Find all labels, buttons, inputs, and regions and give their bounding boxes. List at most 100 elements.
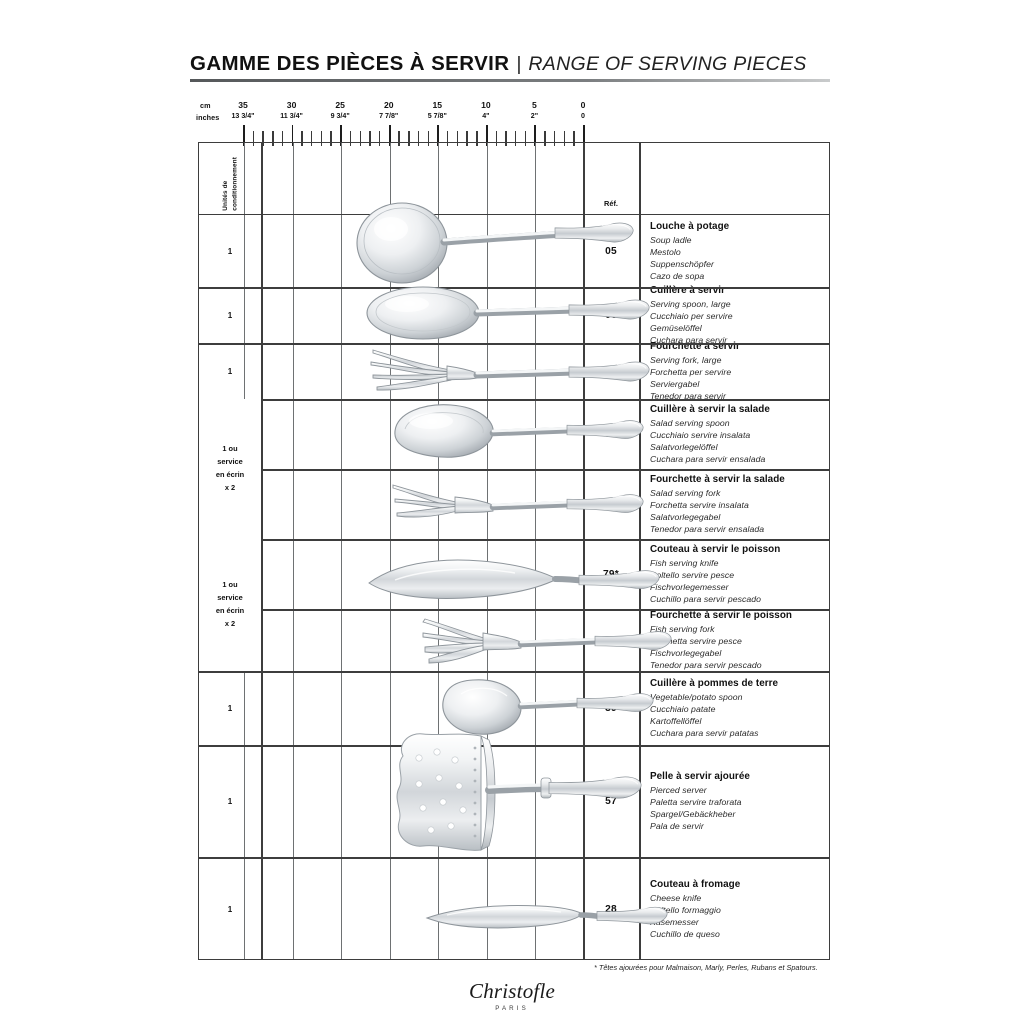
table-row[interactable]: 1 28 Couteau à fromage Cheese knife Colte xyxy=(199,857,829,961)
row-divider xyxy=(199,857,829,859)
table-row[interactable]: 83 Fourchette à servir la salade Salad ser… xyxy=(199,469,829,539)
row-reference-number: 28 xyxy=(605,903,617,915)
row-description: Fourchette à servir Serving fork, large Fo… xyxy=(639,341,829,402)
description-es: Cuchillo para servir pescado xyxy=(650,594,762,605)
ruler-minor-tick xyxy=(505,131,507,146)
brand-subtitle: PARIS xyxy=(495,1005,529,1012)
ruler-cm-tick-10: 10 xyxy=(481,100,491,110)
ruler-minor-tick xyxy=(330,131,332,146)
row-reference-number: 82 xyxy=(605,428,617,440)
description-fr: Cuillère à servir xyxy=(650,284,725,296)
serving-pieces-table: Unités de conditionnement Réf. 1 xyxy=(198,142,830,960)
grid-column-line-5cm xyxy=(535,143,537,959)
description-fr: Cuillère à servir la salade xyxy=(650,403,770,415)
ruler-cm-tick-15: 15 xyxy=(432,100,443,110)
ruler-major-tick xyxy=(534,125,537,146)
desc-column-separator xyxy=(639,143,641,959)
row-reference-number: 57 xyxy=(605,795,617,807)
description-fr: Fourchette à servir la salade xyxy=(650,473,785,485)
description-de: Spargel/Gebäckheber xyxy=(650,809,736,820)
page-title-en: RANGE OF SERVING PIECES xyxy=(528,53,807,75)
ruler-minor-tick xyxy=(272,131,274,146)
utensil-image-serving-spoon-large xyxy=(261,286,650,343)
utensil-image-salad-serving-fork xyxy=(261,469,644,539)
description-de: Suppenschöpfer xyxy=(650,259,714,270)
row-description: Couteau à servir le poisson Fish serving … xyxy=(639,539,829,609)
description-it: Cucchiaio per servire xyxy=(650,310,733,321)
table-row[interactable]: 1 06 Cuillère à servir Serving xyxy=(199,284,829,346)
ruler-minor-tick xyxy=(466,131,468,146)
ruler-minor-tick xyxy=(495,131,497,146)
description-it: Coltello servire pesce xyxy=(650,569,735,580)
row-divider xyxy=(199,609,829,611)
utensil-image-pierced-server xyxy=(261,733,642,857)
description-fr: Couteau à fromage xyxy=(650,878,741,890)
ruler-inch-tick-6: 2" xyxy=(530,112,539,120)
row-reference-number: 05 xyxy=(605,245,617,257)
utensil-image-vegetable-potato-spoon xyxy=(261,671,654,745)
table-row[interactable]: 1 39 Cuillère à pommes de terre Veg xyxy=(199,671,829,745)
ruler-minor-tick xyxy=(544,131,546,146)
row-quantity: 1 xyxy=(227,703,233,713)
footnote: * Têtes ajourées pour Malmaison, Marly, … xyxy=(594,963,818,972)
ruler-cm-tick-25: 25 xyxy=(335,100,345,110)
ruler-minor-tick xyxy=(427,131,429,146)
description-it: Mestolo xyxy=(650,246,681,257)
header-band-divider xyxy=(199,213,829,215)
table-row[interactable]: 79* Couteau à servir le poisson Fish servi… xyxy=(199,539,829,609)
ruler-cm-tick-5: 5 xyxy=(532,100,537,110)
ruler-cm-tick-20: 20 xyxy=(383,100,394,110)
description-fr: Cuillère à pommes de terre xyxy=(650,677,779,689)
brand-name: Christofle xyxy=(468,979,555,1003)
description-en: Salad serving fork xyxy=(650,487,721,498)
row-quantity: 1 xyxy=(227,796,233,806)
description-de: Serviergabel xyxy=(650,379,700,390)
description-it: Cucchiaio servire insalata xyxy=(650,429,751,440)
table-row[interactable]: 80* Fourchette à servir le poisson Fish se… xyxy=(199,609,829,671)
ruler-major-tick xyxy=(243,125,245,146)
table-row[interactable]: 82 Cuillère à servir la salade Salad servi… xyxy=(199,399,829,469)
ruler-minor-tick xyxy=(563,131,565,146)
page-title-fr: GAMME DES PIÈCES À SERVIR xyxy=(190,52,510,75)
merged-quantity-line4: x 2 xyxy=(224,618,236,628)
description-it: Forchetta servire insalata xyxy=(650,499,749,510)
description-en: Cheese knife xyxy=(650,892,702,903)
description-en: Fish serving knife xyxy=(650,557,719,568)
units-column-separator xyxy=(261,143,263,959)
description-es: Cazo de sopa xyxy=(650,271,705,282)
ruler-minor-tick xyxy=(281,131,284,146)
ruler-major-tick xyxy=(291,125,294,146)
merged-quantity-line3: en écrin xyxy=(215,470,245,479)
description-en: Serving spoon, large xyxy=(650,298,731,309)
table-row[interactable]: 1 57 Pelle à servir xyxy=(199,733,829,857)
description-fr: Pelle à servir ajourée xyxy=(650,770,750,782)
row-reference-number: 07 xyxy=(605,365,617,377)
ruler-major-tick xyxy=(388,125,391,146)
title-underline xyxy=(190,79,830,82)
merged-quantity-line1: 1 ou xyxy=(222,444,238,454)
table-row[interactable]: 1 05 Louche à potage Soup ladl xyxy=(199,202,829,287)
description-it: Coltello formaggio xyxy=(650,904,721,915)
description-de: Salatvorlegelöffel xyxy=(650,442,718,453)
description-es: Pala de servir xyxy=(650,821,704,832)
row-quantity: 1 xyxy=(227,310,233,320)
utensil-image-cheese-knife xyxy=(261,857,668,961)
ruler-cm-tick-35: 35 xyxy=(238,100,248,110)
description-de: Käsemesser xyxy=(650,917,699,928)
description-en: Serving fork, large xyxy=(650,354,722,365)
description-en: Vegetable/potato spoon xyxy=(650,691,743,702)
row-description: Couteau à fromage Cheese knife Coltello fo… xyxy=(639,857,829,961)
description-it: Forchetta per servire xyxy=(650,366,732,377)
row-divider xyxy=(199,469,829,471)
table-row[interactable]: 1 xyxy=(199,341,829,402)
ruler-minor-tick xyxy=(369,131,371,146)
ruler-minor-tick xyxy=(359,131,361,146)
ruler-inch-tick-2: 9 3/4" xyxy=(330,112,350,120)
ruler-inches-label: inches xyxy=(196,113,220,122)
grid-column-line-10cm xyxy=(486,143,488,959)
description-fr: Fourchette à servir le poisson xyxy=(650,609,792,621)
page-title-separator: | xyxy=(516,54,522,75)
row-quantity: 1 xyxy=(227,246,233,256)
row-reference-number: 06 xyxy=(605,309,617,321)
ruler-inch-tick-5: 4" xyxy=(482,112,490,120)
